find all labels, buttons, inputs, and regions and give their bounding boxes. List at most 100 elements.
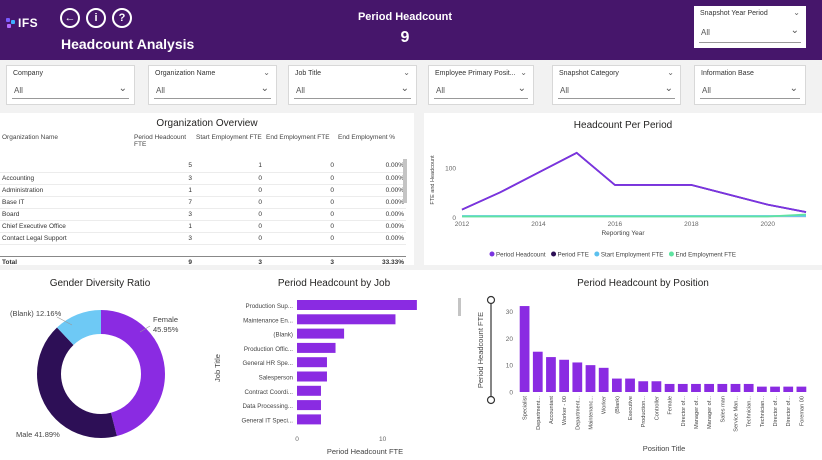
slicer-dropdown[interactable]: All ⌄ [154, 81, 271, 99]
table-cell: 3 [132, 232, 194, 245]
table-cell: Board [0, 208, 132, 221]
table-spacer [0, 244, 406, 256]
table-cell: 3 [132, 208, 194, 221]
panel-title: Organization Overview [156, 118, 258, 129]
bar-category-label: Foreman 00 [799, 396, 805, 426]
slicer-dropdown[interactable]: All ⌄ [558, 81, 675, 99]
ifs-logo: IFS [6, 16, 38, 30]
slicer-label: Snapshot Year Period [700, 10, 768, 17]
help-button[interactable]: ? [112, 8, 132, 28]
info-button[interactable]: i [86, 8, 106, 28]
table-cell: 5 [132, 160, 194, 173]
bar-category-label: Director of... [786, 396, 792, 427]
slice-label: 45.95% [153, 325, 179, 334]
table-row[interactable]: Board 3 0 0 0.00% [0, 208, 406, 221]
slicer-dropdown[interactable]: All ⌄ [12, 81, 129, 99]
column-header[interactable]: End Employment FTE [266, 134, 330, 141]
bar-category-label: Maintenance En... [243, 317, 293, 324]
position-bar [519, 306, 530, 392]
dropdown-arrow-icon: ⌄ [664, 83, 673, 94]
job-bar [297, 342, 336, 353]
range-slider-handle[interactable] [486, 395, 496, 405]
table-cell: 0 [194, 208, 264, 221]
slice-label: Male 41.89% [16, 430, 60, 439]
label-leader-line [139, 325, 151, 333]
chevron-down-icon: ⌄ [403, 68, 410, 77]
y-axis-label: FTE and Headcount [430, 155, 436, 205]
organization-overview-panel: Organization Overview Organization Name … [0, 113, 414, 268]
total-cell: 3 [194, 255, 264, 268]
position-bar [743, 383, 754, 392]
slicer-dropdown[interactable]: All ⌄ [294, 81, 411, 99]
company-slicer[interactable]: Company All ⌄ [6, 65, 135, 105]
employee-primary-position-slicer[interactable]: Employee Primary Posit... ⌄ All ⌄ [428, 65, 534, 105]
organization-name-slicer[interactable]: Organization Name ⌄ All ⌄ [148, 65, 277, 105]
job-title-slicer[interactable]: Job Title ⌄ All ⌄ [288, 65, 417, 105]
bar-category-label: Maintenanc... [589, 396, 595, 430]
headcount-by-job-panel: Period Headcount by Job Production Sup...… [210, 270, 458, 460]
series-line-period-headcount [461, 151, 807, 213]
y-tick-label: 20 [506, 336, 514, 343]
header-bar: IFS ← i ? Headcount Analysis Period Head… [0, 0, 822, 60]
legend-marker [489, 251, 495, 257]
bar-category-label: Salesperson [259, 375, 294, 382]
table-scrollbar[interactable] [403, 159, 407, 203]
back-button[interactable]: ← [60, 8, 80, 28]
bar-category-label: Technician... [760, 396, 766, 428]
table-cell: Chief Executive Office [0, 220, 132, 233]
range-slider-handle[interactable] [486, 295, 496, 305]
spacer-cell [0, 244, 406, 256]
table-cell: 0.00% [336, 196, 406, 209]
position-bar [585, 365, 596, 392]
bar-category-label: Service Man... [734, 396, 740, 432]
snapshot-year-slicer[interactable]: Snapshot Year Period ⌄ All ⌄ [694, 6, 806, 48]
bar-category-label: Director of... [681, 396, 687, 427]
slicer-dropdown[interactable]: All ⌄ [700, 81, 800, 99]
table-row[interactable]: Contact Legal Support 3 0 0 0.00% [0, 232, 406, 245]
dropdown-arrow-icon: ⌄ [789, 83, 798, 94]
legend-label: Period FTE [558, 252, 589, 259]
snapshot-category-slicer[interactable]: Snapshot Category ⌄ All ⌄ [552, 65, 681, 105]
bar-category-label: Director of... [773, 396, 779, 427]
bar-category-label: Contract Coordi... [245, 389, 294, 396]
table-row[interactable]: Accounting 3 0 0 0.00% [0, 172, 406, 185]
gender-diversity-panel: Gender Diversity Ratio Female 45.95% Male 4… [0, 270, 210, 460]
page-title: Headcount Analysis [61, 36, 195, 52]
bar-category-label: General HR Spe... [242, 360, 293, 367]
dropdown-arrow-icon: ⌄ [517, 83, 526, 94]
legend-label: End Employment FTE [675, 252, 736, 259]
column-header[interactable]: Start Employment FTE [196, 134, 262, 141]
job-bar [297, 400, 321, 411]
table-row[interactable]: 5 1 0 0.00% [0, 160, 406, 173]
slicer-dropdown[interactable]: All ⌄ [434, 81, 528, 99]
chart-title: Period Headcount by Position [577, 278, 709, 289]
column-header[interactable]: End Employment % [338, 134, 396, 141]
position-bar [532, 351, 543, 392]
column-header[interactable]: Organization Name [2, 134, 58, 141]
table-cell: 0 [264, 160, 336, 173]
information-base-slicer[interactable]: Information Base All ⌄ [694, 65, 806, 105]
dropdown-arrow-icon: ⌄ [118, 83, 127, 94]
x-tick-label: 2012 [455, 221, 470, 228]
column-header[interactable]: Period Headcount FTE [134, 134, 187, 148]
table-row[interactable]: Base IT 7 0 0 0.00% [0, 196, 406, 209]
table-cell: 0.00% [336, 184, 406, 197]
total-cell: 33.33% [336, 255, 406, 268]
legend-marker [594, 251, 600, 257]
legend-marker [668, 251, 674, 257]
table-row[interactable]: Administration 1 0 0 0.00% [0, 184, 406, 197]
headcount-by-position-panel: Period Headcount by Position 0 10 20 30 Speci… [458, 270, 822, 460]
label-leader-line [56, 316, 73, 326]
donut-slice-blank [37, 310, 165, 438]
table-cell: 0 [264, 196, 336, 209]
slicer-label: Employee Primary Posit... [435, 70, 516, 77]
y-axis-label: Period Headcount FTE [476, 312, 485, 388]
position-bar [691, 383, 701, 392]
slice-label: Female [153, 315, 178, 324]
slicer-dropdown[interactable]: All ⌄ [699, 23, 801, 43]
bar-category-label: Accountant [549, 396, 555, 424]
table-row[interactable]: Chief Executive Office 1 0 0 0.00% [0, 220, 406, 233]
bar-category-label: Controller [654, 396, 660, 420]
bar-category-label: Technician... [747, 396, 753, 428]
dropdown-arrow-icon: ⌄ [400, 83, 409, 94]
